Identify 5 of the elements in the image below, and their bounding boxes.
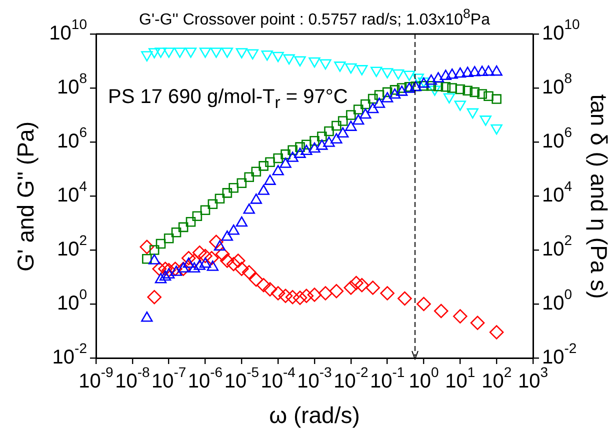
annotation: PS 17 690 g/mol-T$_{r}$ = 97°C bbox=[108, 86, 348, 113]
y2-axis-title: tan δ () and η (Pa s) bbox=[584, 94, 612, 298]
chart-title: G'-G'' Crossover point : 0.5757 rad/s; 1.03x10$^{8}$Pa bbox=[138, 6, 491, 30]
x-axis-title: ω (rad/s) bbox=[268, 402, 361, 429]
y-axis-title: G' and G'' (Pa) bbox=[12, 121, 40, 271]
